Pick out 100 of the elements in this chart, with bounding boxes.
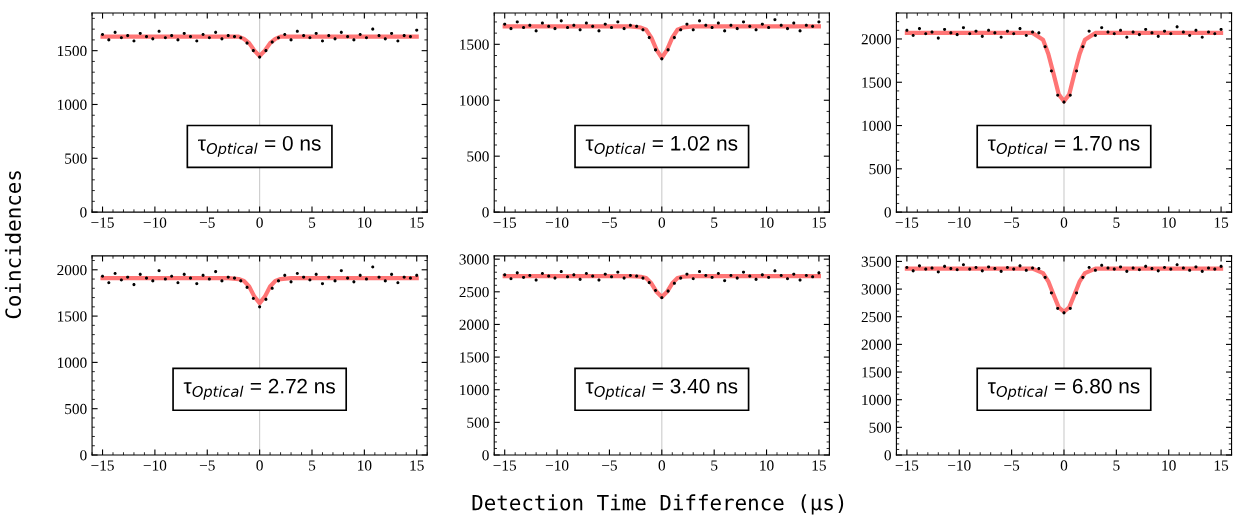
point — [176, 38, 180, 42]
x-tick-label: 15 — [410, 217, 424, 228]
y-tick-label: 3000 — [459, 254, 489, 265]
y-tick-label: 500 — [869, 163, 891, 175]
x-tick-label: −5 — [1004, 217, 1020, 228]
point — [691, 277, 695, 281]
point — [346, 35, 350, 39]
y-tick-label: 500 — [467, 417, 489, 428]
point — [408, 35, 412, 39]
point — [364, 277, 369, 281]
annotation: τ$_{Optical}$ = 2.72 ns — [183, 378, 335, 400]
point — [943, 27, 947, 31]
point — [641, 276, 645, 280]
x-tick-label: −5 — [199, 217, 215, 228]
point — [1075, 69, 1079, 73]
y-tick-label: 1000 — [862, 394, 891, 406]
point — [817, 271, 821, 275]
y-tick-label: 0 — [80, 450, 87, 461]
point — [163, 36, 167, 40]
x-tick-label: 15 — [1214, 460, 1229, 471]
point — [924, 32, 928, 36]
point — [220, 279, 224, 283]
point — [1144, 27, 1148, 31]
x-tick-label: 5 — [711, 460, 718, 471]
y-tick-label: 1000 — [57, 357, 87, 368]
point — [1213, 32, 1217, 36]
point — [961, 26, 965, 30]
point — [302, 34, 306, 38]
point — [1093, 33, 1097, 38]
x-tick-label: −15 — [91, 460, 114, 471]
point — [352, 38, 356, 42]
point — [377, 34, 381, 38]
point — [943, 264, 947, 268]
point — [352, 280, 356, 284]
y-tick-label: 2000 — [861, 339, 891, 350]
y-tick-label: 500 — [869, 422, 891, 433]
point — [339, 30, 343, 34]
point — [968, 32, 972, 36]
x-tick-label: −15 — [91, 217, 114, 228]
point — [251, 296, 255, 301]
point — [207, 36, 211, 40]
point — [1213, 267, 1217, 271]
point — [1144, 264, 1148, 268]
line-series — [904, 266, 1224, 314]
x-tick-label: 5 — [1113, 217, 1120, 228]
point — [697, 270, 702, 274]
point — [987, 28, 991, 32]
y-tick-label: 0 — [884, 207, 891, 218]
x-tick-label: 10 — [358, 217, 372, 228]
annotation: τ$_{Optical}$ = 1.70 ns — [987, 135, 1140, 157]
y-tick-label: 1500 — [862, 367, 891, 378]
point — [974, 265, 978, 270]
point — [100, 32, 105, 37]
point — [1200, 35, 1204, 39]
y-tick-label: 0 — [482, 450, 489, 461]
point — [390, 31, 394, 35]
x-tick-label: 15 — [1214, 217, 1229, 228]
point — [251, 49, 255, 53]
point — [239, 36, 243, 40]
point — [773, 269, 777, 273]
x-tick-label: 10 — [760, 217, 774, 228]
point — [603, 272, 607, 276]
x-tick-label: 15 — [410, 460, 424, 471]
point — [1012, 32, 1016, 36]
point — [402, 275, 406, 279]
x-tick-label: −5 — [602, 460, 617, 471]
annotation: τ$_{Optical}$ = 0 ns — [198, 135, 321, 157]
x-tick-label: 5 — [309, 217, 316, 228]
y-tick-label: 1000 — [862, 120, 891, 131]
point — [327, 275, 331, 279]
point — [767, 25, 771, 30]
point — [540, 271, 544, 276]
point — [1162, 265, 1167, 270]
x-tick-label: 15 — [812, 217, 826, 228]
x-tick-label: −10 — [143, 460, 167, 471]
point — [609, 25, 614, 30]
point — [603, 22, 607, 26]
x-tick-label: −10 — [948, 460, 971, 471]
point — [119, 36, 123, 40]
point — [672, 36, 676, 40]
point — [980, 34, 984, 38]
y-tick-label: 2000 — [459, 319, 489, 330]
point — [1024, 268, 1028, 272]
point — [1156, 269, 1160, 273]
point — [1137, 268, 1141, 272]
y-tick-label: 1500 — [57, 45, 87, 57]
y-tick-label: 1000 — [57, 99, 87, 110]
y-tick-label: 2500 — [861, 311, 891, 323]
point — [1206, 30, 1211, 34]
point — [723, 279, 727, 283]
y-tick-label: 3000 — [861, 284, 891, 295]
point — [1125, 35, 1129, 39]
y-tick-label: 1500 — [460, 39, 489, 50]
x-tick-label: −10 — [948, 217, 971, 228]
point — [1169, 267, 1173, 271]
point — [591, 24, 595, 28]
point — [320, 39, 325, 43]
point — [170, 34, 174, 38]
point — [1049, 69, 1053, 73]
point — [534, 29, 538, 33]
